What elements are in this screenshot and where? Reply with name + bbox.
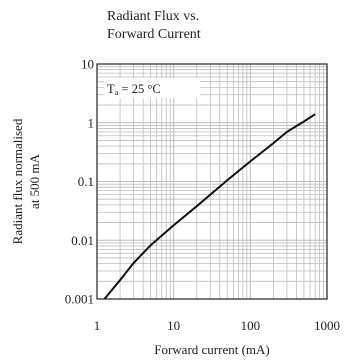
- axis-labels: Forward current (mA) Radiant flux normali…: [10, 118, 270, 357]
- y-tick-label: 1: [88, 115, 95, 130]
- x-tick-label: 10: [167, 318, 180, 333]
- annotation-text: Ta = 25 °C: [107, 82, 161, 97]
- grid: [97, 64, 327, 299]
- plot-frame: [96, 63, 328, 300]
- y-axis-label-line: at 500 mA: [27, 153, 42, 208]
- annotation: Ta = 25 °C: [104, 78, 200, 98]
- plot-frame-rect: [96, 63, 328, 300]
- y-tick-label: 0.1: [78, 174, 94, 189]
- x-tick-label: 100: [241, 318, 261, 333]
- chart-title-line: Forward Current: [107, 27, 201, 42]
- annotation-rest: = 25 °C: [118, 82, 160, 96]
- annotation-main: T: [107, 82, 115, 96]
- y-tick-label: 10: [81, 57, 94, 72]
- chart-title-line: Radiant Flux vs.: [107, 9, 199, 24]
- annotation-sub: a: [115, 87, 119, 97]
- chart-title: Radiant Flux vs. Forward Current: [107, 9, 201, 42]
- annotation-bg: [104, 78, 200, 98]
- y-axis-label-line: Radiant flux normalised: [10, 118, 25, 244]
- x-tick-label: 1000: [314, 318, 340, 333]
- series: [103, 113, 316, 300]
- y-tick-label: 0.001: [65, 292, 94, 307]
- y-tick-label: 0.01: [71, 233, 94, 248]
- series-line-0: [103, 113, 316, 300]
- tick-labels: 1 10 100 1000 0.001 0.01 0.1 1 10: [65, 57, 340, 334]
- x-axis-label: Forward current (mA): [154, 342, 270, 357]
- x-tick-label: 1: [94, 318, 101, 333]
